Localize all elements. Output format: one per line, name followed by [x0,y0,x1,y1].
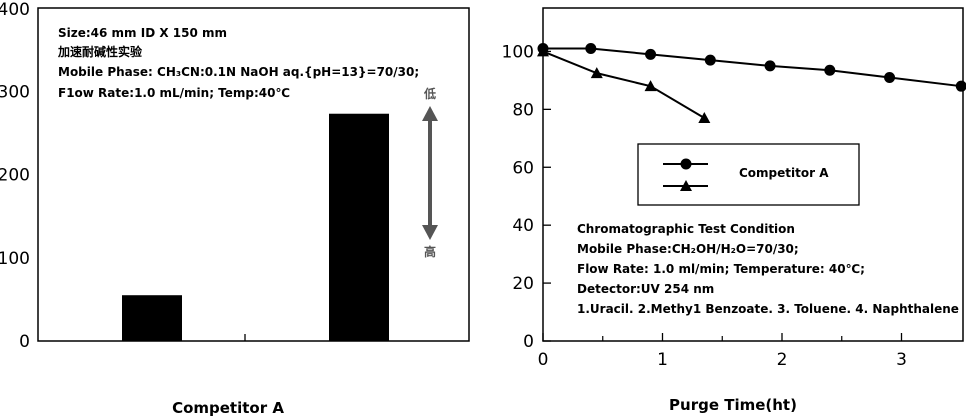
bar-y-tick-label: 300 [0,82,30,102]
data-point-circle [704,54,716,66]
legend-label-competitor-a: Competitor A [739,166,829,180]
data-point-circle [955,80,966,92]
data-point-triangle [644,80,657,92]
data-point-triangle [698,112,711,124]
bar-plot-frame [37,7,470,342]
bar-x-ticks [140,334,349,341]
line-x-tick-label: 0 [538,350,549,370]
line-annotation-1: Chromatographic Test Condition [577,222,795,236]
line-annotation-3: Flow Rate: 1.0 ml/min; Temperature: 40℃; [577,262,865,276]
arrow-head-down [422,225,438,240]
bar [329,113,389,341]
bar-series [122,113,389,341]
series-line-triangle [542,50,705,119]
bar-y-tick-label: 100 [0,249,30,269]
bar-chart: 0 100 200 300 400 Size:46 mm ID X 150 mm 加速耐… [0,0,470,417]
data-point-circle [884,71,896,83]
bar-y-tick-label: 200 [0,166,30,186]
data-point-circle [585,43,597,55]
data-point-circle [824,64,836,76]
line-annotation-5: 1.Uracil. 2.Methy1 Benzoate. 3. Toluene.… [577,302,959,316]
bar-annotation-4: F1ow Rate:1.0 mL/min; Temp:40℃ [58,86,290,100]
line-plot-frame [542,7,964,342]
legend-marker-circle [680,158,692,170]
line-chart: 0 20 40 60 80 100 0 1 2 3 Competitor A Chromatog… [502,7,966,414]
line-annotation-4: Detector:UV 254 nm [577,282,714,296]
double-arrow: 低 高 [422,86,438,259]
bar-annotation-1: Size:46 mm ID X 150 mm [58,26,227,40]
bar-y-tick-label: 0 [19,332,30,352]
legend-marker-triangle [680,180,692,191]
arrow-top-label: 低 [423,86,436,101]
line-x-tick-label: 2 [777,350,788,370]
arrow-head-up [422,106,438,121]
series-line-circle [543,47,962,88]
data-point-circle [764,60,776,72]
bar-y-axis: 0 100 200 300 400 [0,0,30,352]
line-y-tick-label: 0 [523,332,534,352]
bar-x-label: Competitor A [172,399,284,417]
bar-annotation-3: Mobile Phase: CH₃CN:0.1N NaOH aq.{pH=13}… [58,65,419,79]
line-y-tick-label: 40 [512,216,534,236]
line-x-tick-label: 1 [657,350,668,370]
line-series-group [537,43,966,124]
data-point-triangle [537,45,549,57]
data-point-circle [645,48,657,60]
line-y-axis: 0 20 40 60 80 100 [502,42,551,352]
line-y-tick-label: 20 [512,274,534,294]
line-y-tick-label: 60 [512,158,534,178]
line-x-label: Purge Time(ht) [669,396,797,414]
line-y-tick-label: 80 [512,100,534,120]
bar-annotation-2: 加速耐碱性实验 [57,44,143,59]
legend: Competitor A [637,143,860,206]
legend-box [637,143,860,206]
line-annotation-2: Mobile Phase:CH₂OH/H₂O=70/30; [577,242,799,256]
line-x-axis: 0 1 2 3 [538,333,907,370]
arrow-bottom-label: 高 [424,244,436,259]
line-y-tick-label: 100 [502,42,534,62]
line-x-tick-label: 3 [896,350,907,370]
bar-y-tick-label: 400 [0,0,30,20]
data-point-triangle [590,67,603,79]
bar [122,295,182,341]
